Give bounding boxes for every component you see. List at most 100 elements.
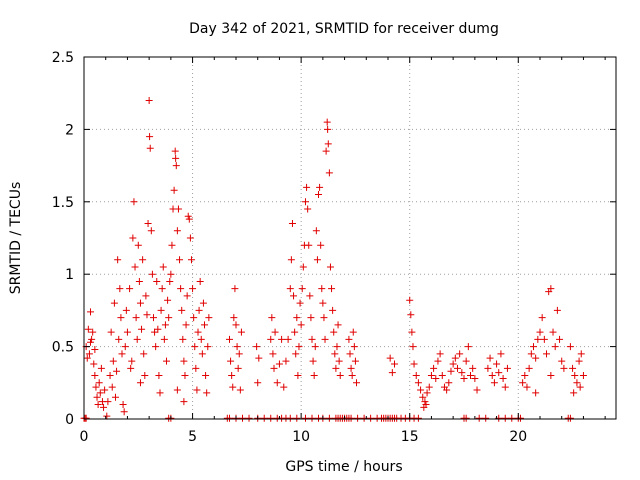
data-point: [164, 296, 172, 304]
data-point: [180, 357, 188, 365]
data-point: [291, 328, 299, 336]
data-point: [299, 263, 307, 271]
data-point: [144, 220, 152, 228]
data-point: [320, 314, 328, 322]
data-point: [170, 186, 178, 194]
data-point: [84, 325, 92, 333]
data-point: [462, 414, 470, 422]
data-point: [239, 414, 247, 422]
data-point: [230, 314, 238, 322]
data-point: [153, 277, 161, 285]
data-point: [456, 350, 464, 358]
data-point: [323, 118, 331, 126]
data-point: [167, 270, 175, 278]
data-point: [187, 256, 195, 264]
data-point: [140, 350, 148, 358]
data-point: [304, 205, 312, 213]
data-point: [115, 335, 123, 343]
data-point: [336, 372, 344, 380]
data-point: [108, 383, 116, 391]
data-point: [284, 335, 292, 343]
data-point: [271, 328, 279, 336]
data-point: [267, 414, 275, 422]
data-point: [351, 357, 359, 365]
data-point: [458, 369, 466, 377]
data-point: [301, 414, 309, 422]
data-point: [181, 372, 189, 380]
data-point: [93, 393, 101, 401]
data-point: [184, 212, 192, 220]
data-point: [286, 285, 294, 293]
data-point: [197, 335, 205, 343]
data-point: [570, 389, 578, 397]
data-point: [171, 147, 179, 155]
data-point: [547, 285, 555, 293]
data-point: [138, 325, 146, 333]
data-point: [111, 393, 119, 401]
data-point: [173, 227, 181, 235]
data-point: [114, 256, 122, 264]
data-point: [123, 328, 131, 336]
data-point: [172, 154, 180, 162]
data-point: [117, 314, 125, 322]
data-point: [473, 386, 481, 394]
y-tick-label: 0: [65, 412, 74, 428]
data-point: [236, 386, 244, 394]
data-point: [527, 350, 535, 358]
data-point: [267, 335, 275, 343]
data-point: [122, 306, 130, 314]
data-point: [547, 372, 555, 380]
data-point: [270, 364, 278, 372]
data-point: [127, 364, 135, 372]
data-point: [157, 306, 165, 314]
data-point: [503, 364, 511, 372]
data-point: [174, 205, 182, 213]
data-point: [311, 343, 319, 351]
data-point: [296, 299, 304, 307]
data-point: [204, 343, 212, 351]
data-point: [386, 354, 394, 362]
data-point: [229, 383, 237, 391]
data-point: [176, 256, 184, 264]
data-point: [495, 369, 503, 377]
data-point: [331, 350, 339, 358]
data-point: [202, 372, 210, 380]
data-point: [301, 198, 309, 206]
data-point: [203, 389, 211, 397]
data-point: [152, 343, 160, 351]
data-point: [237, 328, 245, 336]
x-tick-label: 0: [80, 429, 89, 445]
data-point: [189, 285, 197, 293]
data-point: [146, 133, 154, 141]
data-point: [326, 263, 334, 271]
data-point: [145, 96, 153, 104]
data-point: [575, 357, 583, 365]
data-point: [566, 343, 574, 351]
data-point: [313, 256, 321, 264]
data-point: [178, 306, 186, 314]
data-point: [316, 183, 324, 191]
data-point: [414, 379, 422, 387]
data-point: [147, 227, 155, 235]
data-point: [118, 350, 126, 358]
data-point: [180, 398, 188, 406]
data-point: [107, 328, 115, 336]
data-point: [330, 328, 338, 336]
data-point: [192, 364, 200, 372]
data-point: [497, 350, 505, 358]
data-point: [183, 292, 191, 300]
data-point: [92, 383, 100, 391]
data-point: [106, 372, 114, 380]
data-point: [558, 357, 566, 365]
data-point: [198, 350, 206, 358]
data-point: [278, 335, 286, 343]
x-tick-label: 5: [188, 429, 197, 445]
data-point: [101, 386, 109, 394]
data-point: [120, 408, 128, 416]
data-points: [80, 96, 587, 422]
data-point: [233, 343, 241, 351]
data-point: [345, 335, 353, 343]
data-point: [282, 357, 290, 365]
data-point: [194, 328, 202, 336]
data-point: [275, 360, 283, 368]
